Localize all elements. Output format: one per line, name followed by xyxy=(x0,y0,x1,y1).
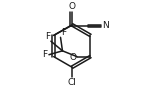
Text: N: N xyxy=(102,21,109,30)
Text: O: O xyxy=(69,53,76,62)
Text: Cl: Cl xyxy=(68,78,76,87)
Text: O: O xyxy=(68,3,75,11)
Text: F: F xyxy=(43,50,48,59)
Text: F: F xyxy=(61,28,66,37)
Text: F: F xyxy=(45,32,50,41)
